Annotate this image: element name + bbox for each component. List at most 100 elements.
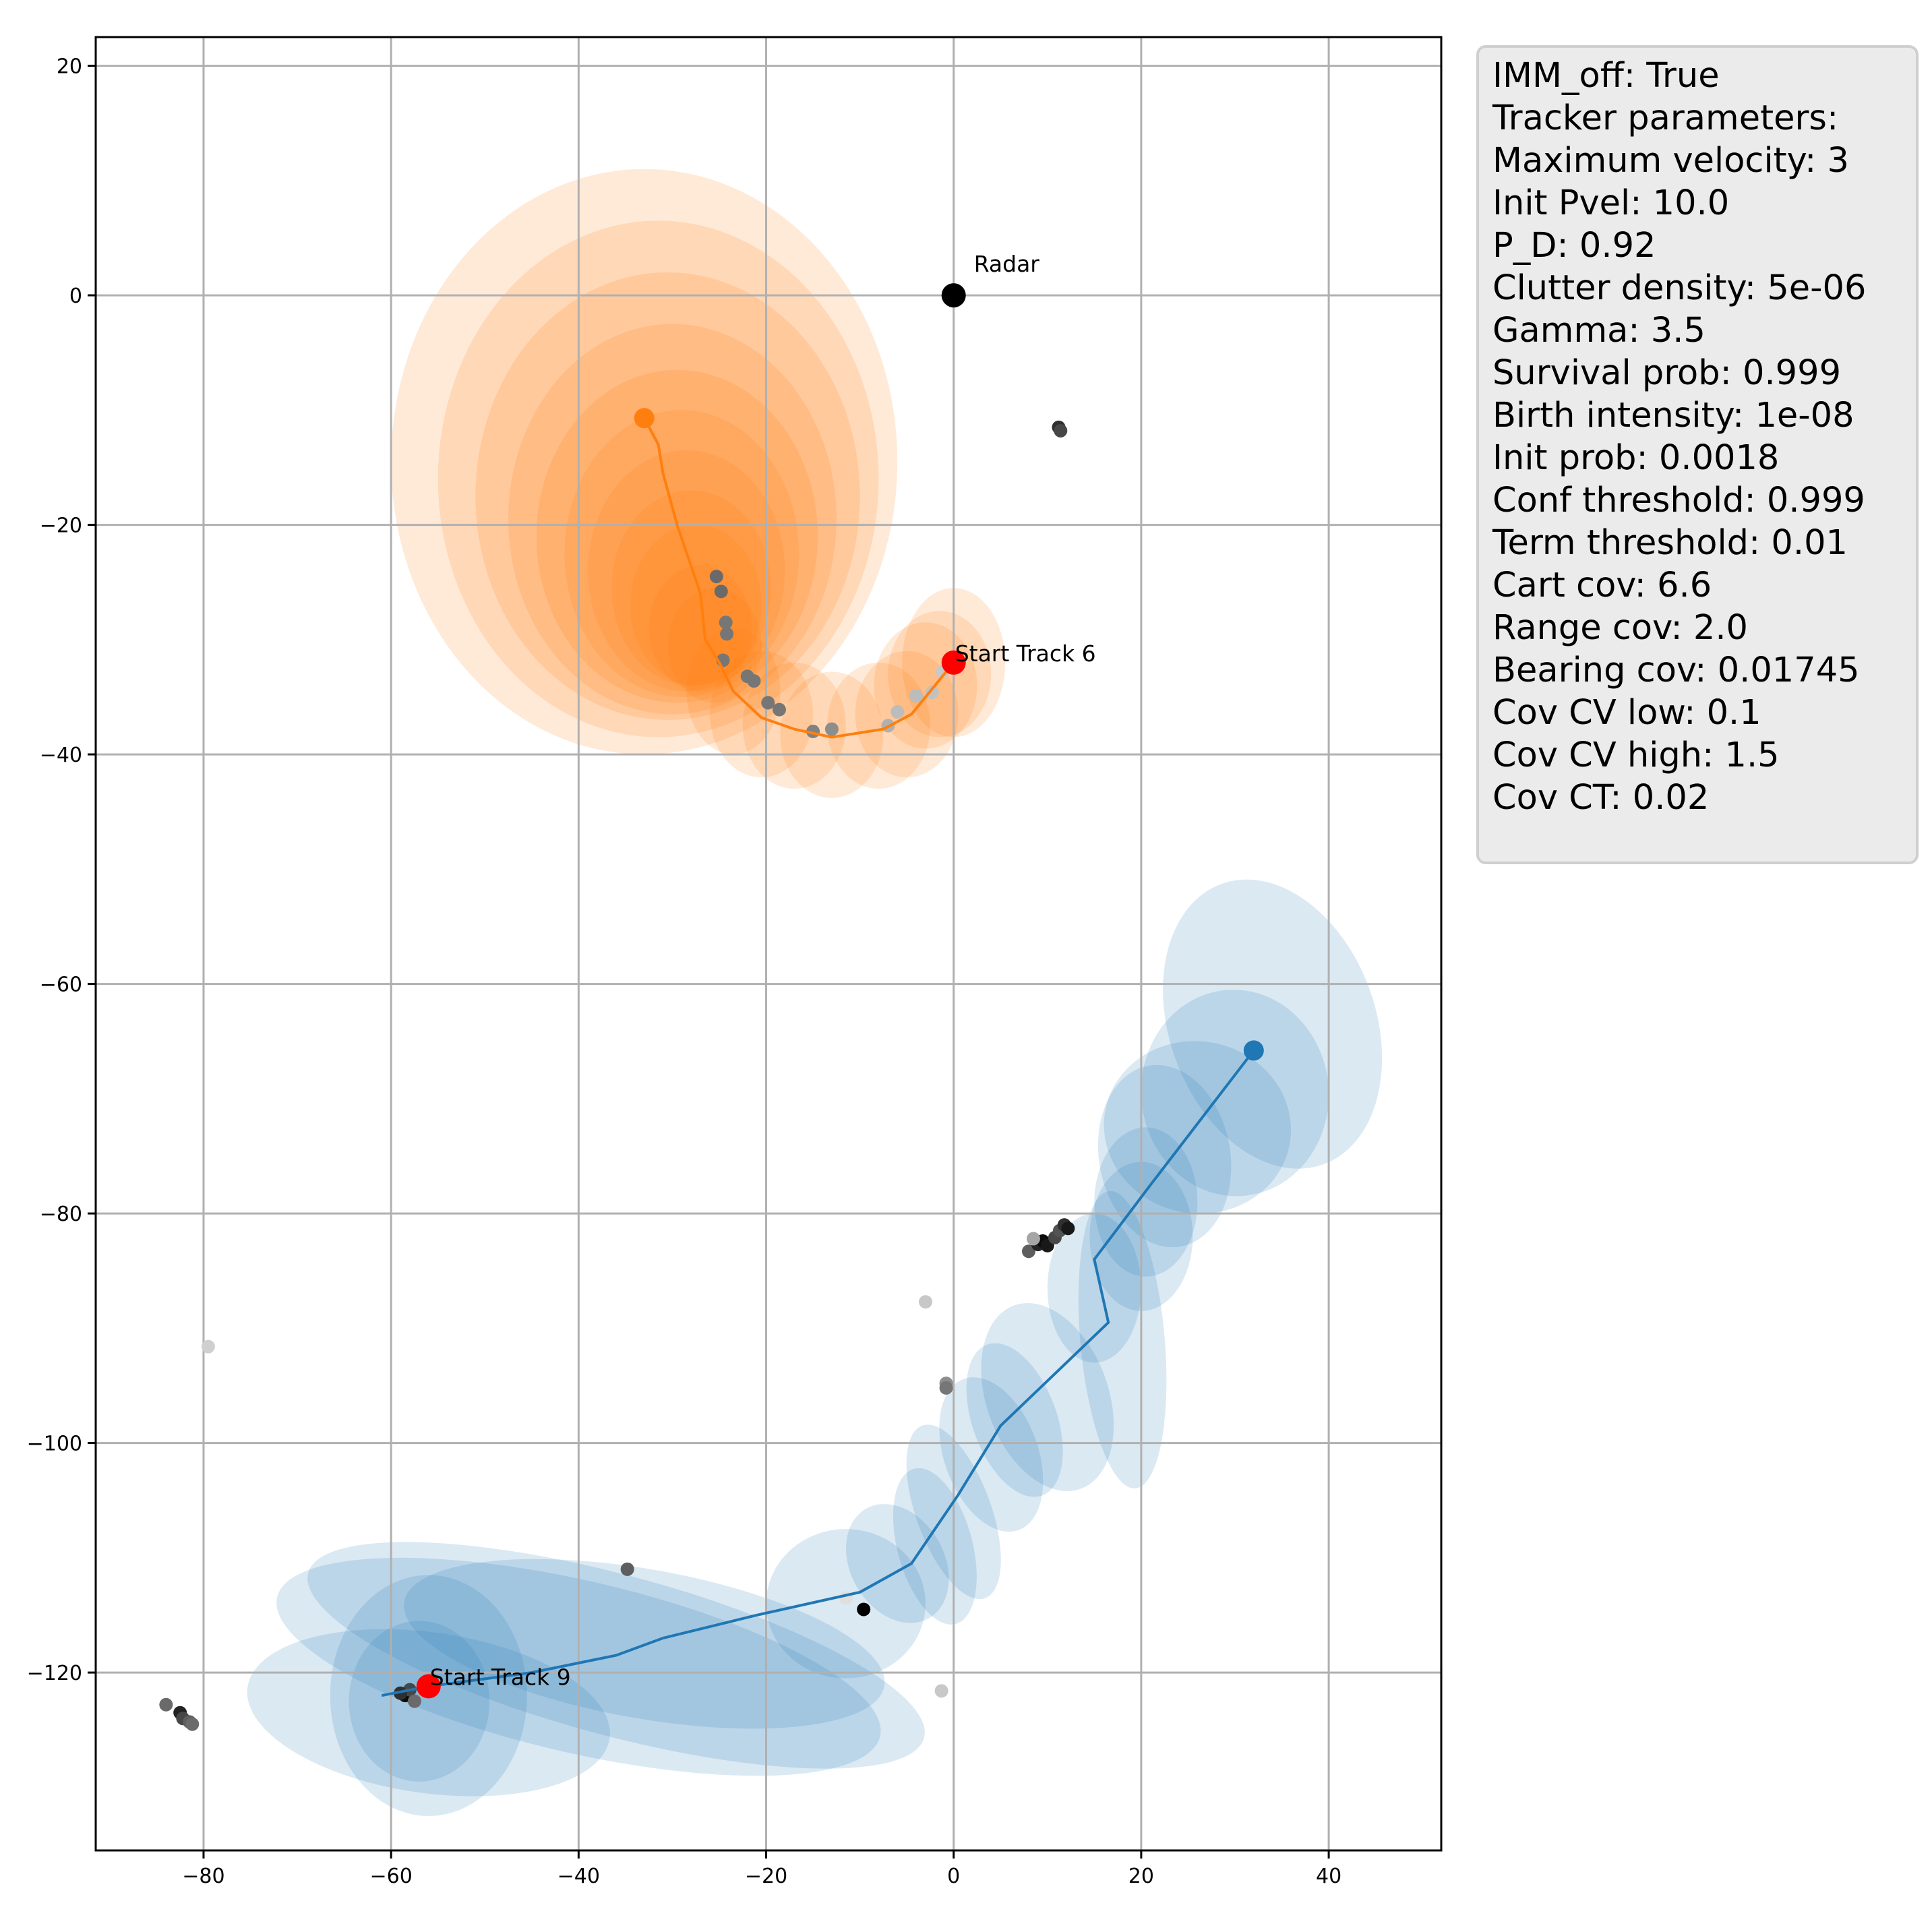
measurement-point: [1021, 1244, 1035, 1259]
covariance-ellipse-track-6: [391, 169, 898, 755]
parameter-line: IMM_off: True: [1492, 56, 1720, 96]
measurement-point: [857, 1602, 871, 1617]
tracks: [381, 283, 1264, 1699]
parameter-line: Cov CT: 0.02: [1492, 778, 1710, 818]
covariance-ellipse-track-6: [742, 662, 846, 789]
measurement-point: [747, 674, 761, 688]
measurement-point: [407, 1694, 421, 1708]
covariance-ellipse-track-6: [826, 662, 930, 789]
parameter-line: Clutter density: 5e-06: [1492, 268, 1867, 308]
track-9-line: [381, 1050, 1255, 1697]
covariance-ellipse-track-9: [893, 1468, 977, 1625]
covariance-ellipse-track-9: [1104, 1041, 1292, 1214]
y-tick-label: −120: [27, 1662, 82, 1685]
measurement-point: [709, 570, 723, 584]
x-tick-label: −80: [182, 1865, 224, 1888]
x-tick-label: −40: [557, 1865, 600, 1888]
parameter-line: Survival prob: 0.999: [1492, 353, 1842, 393]
track-6-start-point: [941, 650, 966, 675]
measurement-point: [761, 696, 775, 710]
measurement-point: [918, 1295, 932, 1309]
covariance-ellipse-track-6: [710, 651, 814, 778]
measurement-point: [720, 627, 734, 641]
x-tick-label: −60: [369, 1865, 412, 1888]
y-tick-label: −80: [40, 1203, 82, 1226]
measurement-point: [934, 1684, 948, 1698]
x-tick-label: 40: [1316, 1865, 1341, 1888]
parameter-line: Cart cov: 6.6: [1492, 566, 1712, 605]
covariance-ellipse-track-6: [855, 651, 959, 778]
parameter-line: Range cov: 2.0: [1492, 608, 1748, 648]
covariance-ellipse-track-6: [508, 324, 837, 715]
y-tick-label: 20: [57, 55, 82, 79]
annotations: Radar Start Track 6 Start Track 9: [430, 251, 1096, 1690]
measurement-point: [714, 584, 728, 599]
covariance-ellipse-track-9: [966, 1343, 1063, 1497]
parameter-line: Bearing cov: 0.01745: [1492, 651, 1860, 690]
measurement-point: [890, 705, 905, 719]
y-tick-label: −20: [40, 514, 82, 538]
measurement-point: [909, 689, 924, 703]
measurement-point: [1054, 423, 1068, 437]
parameter-list: IMM_off: True Tracker parameters: Maximum …: [1479, 48, 1916, 819]
covariance-ellipse-track-6: [437, 220, 879, 737]
covariance-ellipse-track-9: [247, 1629, 610, 1797]
parameter-line: P_D: 0.92: [1492, 226, 1656, 266]
track-9-end-point: [1243, 1040, 1264, 1061]
y-tick-label: −40: [40, 744, 82, 767]
track-9-start-point: [416, 1674, 441, 1699]
covariance-ellipse-track-6: [536, 369, 818, 703]
covariance-ellipse-track-9: [939, 1377, 1044, 1532]
track-6-line: [642, 417, 955, 739]
covariance-ellipse-track-6: [588, 450, 785, 692]
covariance-ellipse-track-9: [1047, 1213, 1141, 1363]
axes: −80 −60 −40 −20 0 20 40 20 0 −20 −40 −60 −80 −100 −120: [27, 36, 1443, 1888]
x-tick-label: 0: [947, 1865, 960, 1888]
covariance-ellipse-track-9: [1094, 1127, 1198, 1277]
measurement-point: [159, 1697, 173, 1712]
covariance-ellipses: [247, 169, 1383, 1816]
x-tick-label: 20: [1128, 1865, 1154, 1888]
measurement-point: [939, 1381, 953, 1395]
measurement-point: [620, 1562, 634, 1576]
covariance-ellipse-track-9: [1078, 1190, 1167, 1488]
parameter-line: Tracker parameters:: [1492, 98, 1839, 138]
covariance-ellipse-track-6: [630, 524, 762, 686]
y-tick-label: −100: [27, 1432, 82, 1456]
parameter-line: Conf threshold: 0.999: [1492, 481, 1865, 520]
measurement-point: [772, 702, 786, 717]
parameter-line: Term threshold: 0.01: [1492, 523, 1848, 563]
radar-point: [941, 283, 966, 308]
tracker-parameters-box: IMM_off: True Tracker parameters: Maximum …: [1476, 45, 1919, 864]
parameter-line: Gamma: 3.5: [1492, 311, 1705, 351]
measurement-point: [719, 615, 733, 630]
track-start-label: Start Track 9: [430, 1664, 571, 1691]
measurement-point: [201, 1339, 215, 1354]
y-tick-label: 0: [69, 284, 82, 308]
measurement-point: [1061, 1221, 1075, 1236]
covariance-ellipse-track-9: [845, 1504, 949, 1623]
x-tick-label: −20: [745, 1865, 787, 1888]
covariance-ellipse-track-6: [667, 588, 762, 703]
track-6-end-point: [634, 408, 655, 429]
parameter-line: Init prob: 0.0018: [1492, 438, 1780, 478]
parameter-line: Cov CV low: 0.1: [1492, 693, 1761, 733]
covariance-ellipse-track-6: [564, 410, 799, 697]
measurement-point: [185, 1717, 200, 1731]
measurement-point: [824, 722, 839, 736]
measurement-point: [1026, 1232, 1040, 1246]
parameter-line: Maximum velocity: 3: [1492, 141, 1849, 181]
y-tick-label: −60: [40, 973, 82, 997]
radar-label: Radar: [974, 251, 1040, 277]
parameter-line: Birth intensity: 1e-08: [1492, 396, 1854, 435]
covariance-ellipse-track-9: [1141, 990, 1329, 1197]
measurement-point: [925, 686, 939, 700]
parameter-line: Init Pvel: 10.0: [1492, 183, 1730, 223]
covariance-ellipse-track-9: [1097, 1064, 1232, 1248]
track-start-label: Start Track 6: [955, 640, 1096, 667]
grid: [96, 37, 1441, 1850]
covariance-ellipse-track-6: [475, 272, 860, 721]
axes-frame: [94, 36, 1443, 1852]
parameter-line: Cov CV high: 1.5: [1492, 735, 1780, 775]
